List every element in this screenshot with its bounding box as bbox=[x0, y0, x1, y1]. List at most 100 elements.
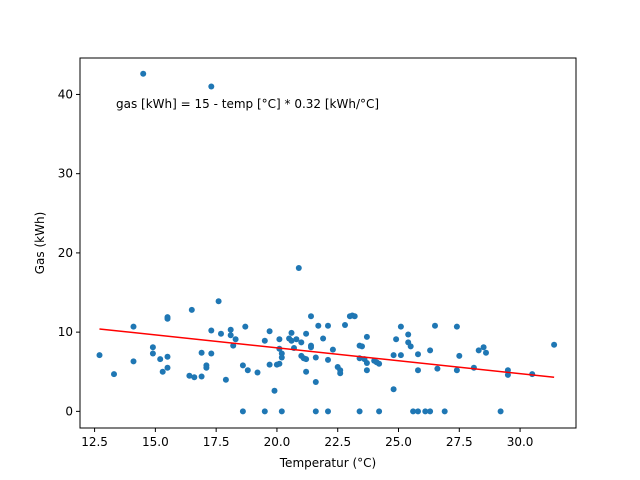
data-point bbox=[427, 347, 434, 354]
data-point bbox=[376, 360, 383, 367]
data-point bbox=[96, 352, 103, 359]
data-point bbox=[441, 408, 448, 415]
data-point bbox=[157, 356, 164, 363]
data-point bbox=[261, 408, 268, 415]
x-tick-label: 30.0 bbox=[507, 435, 534, 449]
data-point bbox=[356, 408, 363, 415]
data-point bbox=[415, 408, 421, 415]
x-tick-label: 20.0 bbox=[264, 435, 291, 449]
data-point bbox=[188, 306, 195, 313]
data-point bbox=[191, 374, 198, 381]
data-point bbox=[254, 369, 261, 376]
data-point bbox=[407, 343, 414, 350]
y-tick-label: 40 bbox=[58, 87, 73, 101]
data-point bbox=[261, 337, 268, 344]
y-tick-label: 0 bbox=[65, 404, 73, 418]
data-point bbox=[312, 408, 319, 415]
data-point bbox=[232, 336, 239, 343]
data-point bbox=[218, 330, 224, 337]
data-point bbox=[453, 367, 460, 374]
data-point bbox=[397, 352, 404, 359]
data-point bbox=[351, 313, 358, 320]
data-point bbox=[288, 337, 295, 344]
data-point bbox=[266, 361, 273, 368]
data-point bbox=[239, 362, 246, 369]
data-point bbox=[164, 353, 171, 360]
data-point bbox=[483, 349, 489, 356]
data-point bbox=[239, 408, 246, 415]
data-point bbox=[497, 408, 504, 415]
x-axis-ticks: 12.5 15.0 17.5 20.0 22.5 25.0 27.5 30.0 bbox=[81, 428, 533, 449]
data-point bbox=[164, 364, 171, 371]
y-axis-ticks: 0 10 20 30 40 bbox=[58, 87, 80, 418]
fit-equation-annotation: gas [kWh] = 15 - temp [°C] * 0.32 [kWh/°… bbox=[116, 97, 379, 111]
data-point bbox=[427, 408, 434, 415]
data-point bbox=[186, 372, 193, 379]
data-point bbox=[312, 379, 319, 385]
data-point bbox=[390, 352, 397, 359]
data-point bbox=[278, 408, 285, 415]
data-points bbox=[96, 70, 558, 415]
data-point bbox=[504, 371, 511, 378]
data-point bbox=[242, 323, 249, 330]
data-point bbox=[295, 265, 302, 271]
data-point bbox=[140, 70, 147, 77]
data-point bbox=[342, 322, 348, 328]
x-tick-label: 25.0 bbox=[385, 435, 412, 449]
data-point bbox=[271, 387, 278, 394]
data-point bbox=[149, 344, 156, 351]
data-point bbox=[475, 347, 482, 354]
data-point bbox=[227, 332, 234, 339]
data-point bbox=[293, 336, 300, 343]
data-point bbox=[159, 368, 166, 375]
data-point bbox=[312, 354, 319, 361]
y-tick-label: 20 bbox=[58, 246, 73, 260]
data-point bbox=[111, 371, 117, 378]
data-point bbox=[230, 342, 237, 349]
data-point bbox=[329, 346, 336, 353]
plot-frame bbox=[79, 57, 577, 429]
data-point bbox=[244, 367, 251, 374]
data-point bbox=[390, 386, 397, 393]
data-point bbox=[363, 360, 370, 366]
data-point bbox=[320, 335, 327, 342]
data-point bbox=[203, 364, 210, 371]
data-point bbox=[278, 354, 285, 361]
data-point bbox=[434, 365, 441, 372]
data-point bbox=[325, 356, 331, 363]
data-point bbox=[198, 349, 205, 356]
data-point bbox=[415, 367, 421, 374]
y-tick-label: 30 bbox=[58, 167, 73, 181]
x-tick-label: 22.5 bbox=[324, 435, 351, 449]
data-point bbox=[376, 408, 383, 415]
y-axis-label: Gas (kWh) bbox=[33, 212, 47, 275]
data-point bbox=[393, 336, 400, 343]
data-point bbox=[456, 352, 463, 359]
data-point bbox=[415, 351, 421, 358]
data-point bbox=[208, 350, 215, 357]
data-point bbox=[215, 298, 222, 305]
data-point bbox=[315, 322, 322, 329]
data-point bbox=[325, 408, 331, 415]
data-point bbox=[422, 408, 429, 415]
data-point bbox=[325, 322, 331, 329]
fit-line bbox=[99, 328, 555, 379]
y-tick-label: 10 bbox=[58, 325, 73, 339]
data-point bbox=[551, 341, 558, 348]
data-point bbox=[363, 367, 370, 374]
data-point bbox=[363, 333, 370, 340]
data-point bbox=[149, 350, 156, 357]
data-point bbox=[208, 83, 215, 90]
data-point bbox=[303, 330, 310, 337]
data-point bbox=[298, 339, 305, 346]
data-point bbox=[164, 315, 171, 322]
data-point bbox=[266, 328, 273, 335]
x-tick-label: 17.5 bbox=[203, 435, 230, 449]
data-point bbox=[308, 344, 314, 351]
data-point bbox=[453, 323, 460, 330]
x-tick-label: 12.5 bbox=[81, 435, 108, 449]
data-point bbox=[227, 326, 234, 333]
fit-line-layer bbox=[99, 328, 555, 379]
data-point bbox=[130, 323, 137, 330]
